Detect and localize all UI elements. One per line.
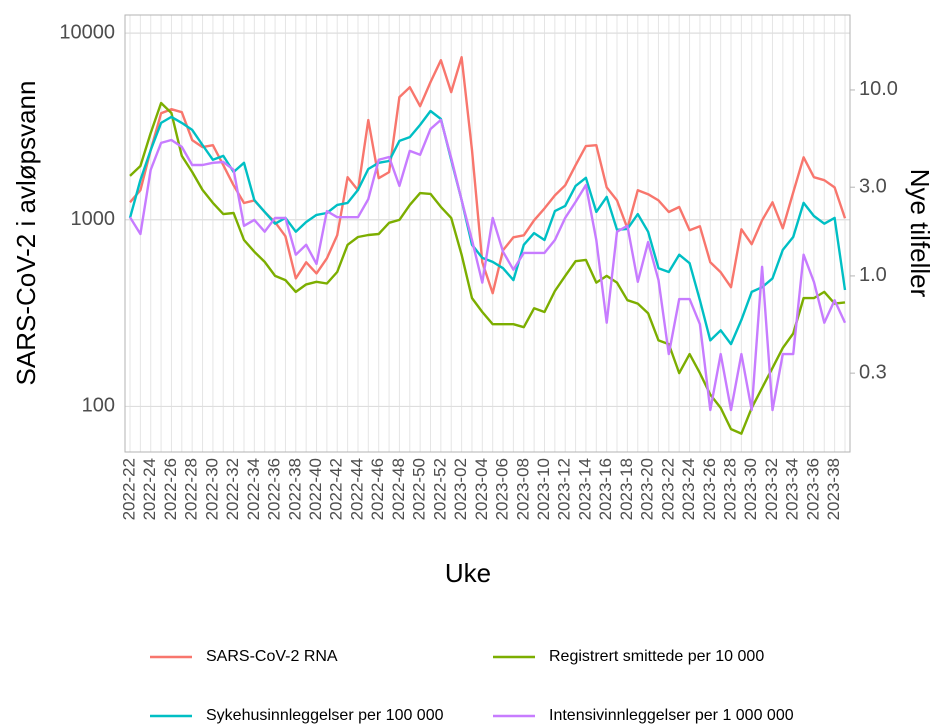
legend-label: Registrert smittede per 10 000 [549, 648, 764, 665]
series-line [128, 118, 847, 412]
x-tick-label: 2022-36 [265, 458, 284, 520]
x-tick-label: 2022-40 [306, 458, 325, 520]
x-tick-label: 2022-28 [182, 458, 201, 520]
x-tick-label: 2023-20 [638, 458, 657, 520]
x-tick-label: 2023-16 [596, 458, 615, 520]
x-tick-label: 2023-02 [451, 458, 470, 520]
y2-tick-label: 0.3 [859, 361, 887, 383]
y2-tick-label: 3.0 [859, 175, 887, 197]
y2-axis-title: Nye tilfeller [905, 169, 935, 298]
y-axis-title: SARS-CoV-2 i avløpsvann [11, 81, 41, 386]
x-tick-label: 2022-24 [140, 458, 159, 520]
x-tick-label: 2023-04 [472, 458, 491, 520]
plot-background [125, 15, 850, 452]
y-tick-label: 100 [82, 395, 115, 417]
x-tick-label: 2022-34 [244, 458, 263, 520]
x-tick-label: 2023-12 [555, 458, 574, 520]
x-tick-label: 2023-34 [783, 458, 802, 520]
y2-tick-label: 1.0 [859, 264, 887, 286]
x-tick-label: 2023-26 [700, 458, 719, 520]
series-line [129, 56, 847, 295]
x-tick-label: 2022-44 [347, 458, 366, 520]
x-tick-label: 2023-06 [493, 458, 512, 520]
series-line [128, 109, 847, 346]
x-tick-label: 2022-50 [410, 458, 429, 520]
legend-label: SARS-CoV-2 RNA [206, 648, 338, 665]
x-tick-label: 2023-18 [617, 458, 636, 520]
x-tick-label: 2022-32 [223, 458, 242, 520]
x-tick-label: 2022-46 [368, 458, 387, 520]
x-tick-label: 2022-48 [389, 458, 408, 520]
x-tick-label: 2023-36 [803, 458, 822, 520]
x-tick-label: 2022-42 [327, 458, 346, 520]
y-tick-label: 10000 [59, 21, 115, 43]
x-tick-label: 2022-38 [285, 458, 304, 520]
x-tick-label: 2023-30 [741, 458, 760, 520]
series-line [129, 101, 846, 435]
legend-label: Sykehusinnleggelser per 100 000 [206, 707, 444, 724]
x-tick-label: 2023-08 [513, 458, 532, 520]
x-tick-label: 2022-52 [430, 458, 449, 520]
x-tick-label: 2023-28 [720, 458, 739, 520]
x-tick-label: 2023-38 [824, 458, 843, 520]
legend-label: Intensivinnleggelser per 1 000 000 [549, 707, 794, 724]
x-tick-label: 2022-26 [161, 458, 180, 520]
x-tick-label: 2022-22 [119, 458, 138, 520]
x-tick-label: 2023-24 [679, 458, 698, 520]
y-tick-label: 1000 [71, 208, 116, 230]
x-tick-label: 2022-30 [202, 458, 221, 520]
x-axis-title: Uke [445, 558, 491, 588]
x-tick-label: 2023-22 [658, 458, 677, 520]
y2-tick-label: 10.0 [859, 78, 898, 100]
plot-border [124, 14, 851, 453]
x-tick-label: 2023-14 [575, 458, 594, 520]
x-tick-label: 2023-10 [534, 458, 553, 520]
x-tick-label: 2023-32 [762, 458, 781, 520]
